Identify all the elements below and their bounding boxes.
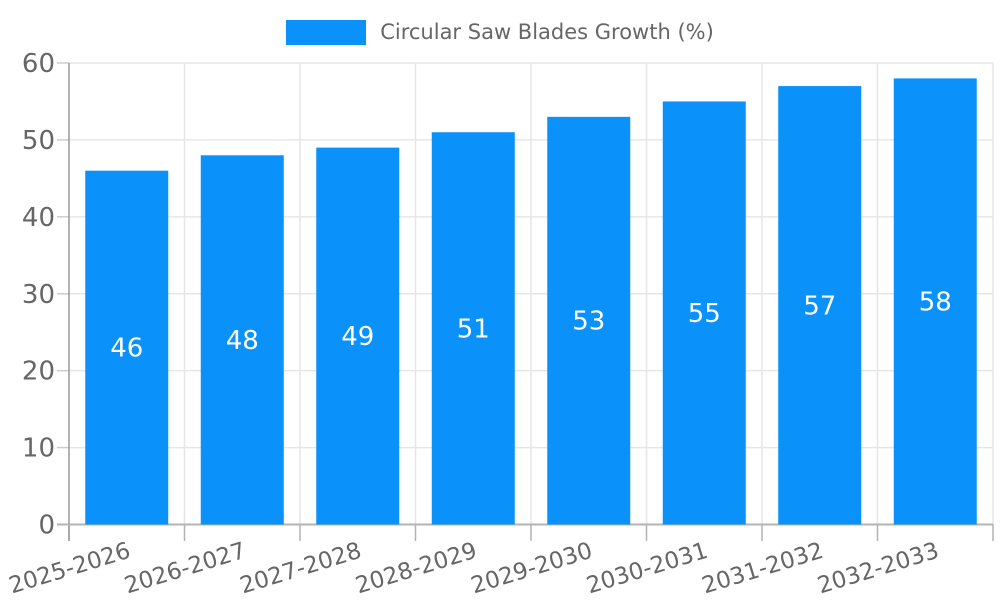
bar-2032-2033	[893, 78, 977, 525]
bar-value-label: 53	[572, 307, 605, 337]
bar-2025-2026	[85, 170, 169, 525]
bar-value-label: 48	[226, 326, 259, 356]
x-tick-label: 2029-2030	[468, 538, 595, 600]
y-tick-label: 10	[22, 434, 55, 464]
bar-value-label: 49	[341, 322, 374, 352]
y-tick-label: 60	[22, 49, 55, 79]
bar-2030-2031	[662, 101, 746, 525]
y-tick-label: 40	[22, 203, 55, 233]
bar-value-label: 51	[457, 314, 490, 344]
bar-value-label: 58	[919, 287, 952, 317]
bar-2028-2029	[431, 132, 515, 525]
y-tick-label: 20	[22, 357, 55, 387]
bar-value-label: 57	[803, 291, 836, 321]
x-tick-label: 2031-2032	[699, 538, 826, 600]
bar-2029-2030	[547, 116, 631, 525]
bar-2027-2028	[316, 147, 400, 525]
y-tick-label: 0	[38, 511, 55, 541]
x-tick-label: 2025-2026	[6, 538, 133, 600]
bar-2031-2032	[778, 86, 862, 525]
chart-legend[interactable]: Circular Saw Blades Growth (%)	[0, 20, 1000, 45]
y-tick-label: 30	[22, 280, 55, 310]
x-tick-label: 2027-2028	[237, 538, 364, 600]
bar-value-label: 55	[688, 299, 721, 329]
bar-2026-2027	[200, 155, 284, 525]
y-tick-label: 50	[22, 126, 55, 156]
legend-label: Circular Saw Blades Growth (%)	[380, 20, 714, 44]
x-tick-label: 2028-2029	[353, 538, 480, 600]
x-tick-label: 2030-2031	[584, 538, 711, 600]
x-tick-label: 2032-2033	[815, 538, 942, 600]
bar-value-label: 46	[110, 334, 143, 364]
x-tick-label: 2026-2027	[122, 538, 249, 600]
legend-swatch	[286, 20, 367, 45]
